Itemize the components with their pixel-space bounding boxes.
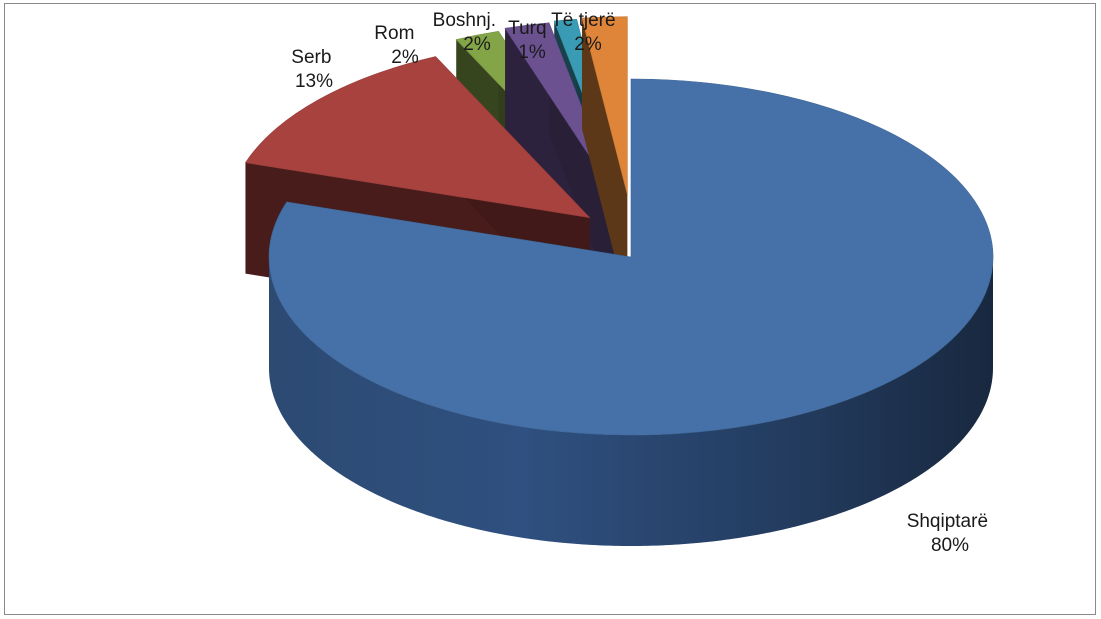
slice-te-tjere (581, 16, 628, 306)
slices-layer (244, 16, 994, 546)
slice-percent-turq: 1% (518, 42, 546, 63)
slice-category-boshnj: Boshnj. (433, 10, 496, 31)
slice-label-rom: Rom 2% (374, 23, 419, 68)
slice-percent-rom: 2% (391, 47, 419, 68)
slice-shqiptare (268, 78, 994, 546)
slice-label-shqiptare: Shqiptarë 80% (907, 511, 994, 556)
slice-category-te-tjere: Të tjerë (551, 10, 615, 31)
slice-label-te-tjere: Të tjerë 2% (551, 10, 621, 55)
slice-percent-shqiptare: 80% (931, 535, 969, 556)
slice-wall-start-te-tjere (582, 18, 628, 306)
slice-top-serb (244, 56, 591, 219)
slice-category-rom: Rom (374, 23, 414, 44)
slice-category-serb: Serb (291, 47, 331, 68)
slice-label-serb: Serb 13% (291, 47, 336, 92)
slice-side-shqiptare (269, 257, 993, 546)
slice-label-boshnj: Boshnj. 2% (433, 10, 502, 55)
slice-label-turq: Turq 1% (508, 18, 552, 63)
labels-layer: Shqiptarë 80% Serb 13% Rom 2% Boshnj. 2%… (291, 10, 994, 556)
slice-top-shqiptare (268, 78, 994, 436)
slice-category-shqiptare: Shqiptarë (907, 511, 988, 532)
slice-percent-serb: 13% (295, 71, 333, 92)
slice-percent-te-tjere: 2% (574, 34, 602, 55)
slice-category-turq: Turq (508, 18, 546, 39)
slice-percent-boshnj: 2% (463, 34, 491, 55)
slice-top-te-tjere (581, 16, 628, 195)
